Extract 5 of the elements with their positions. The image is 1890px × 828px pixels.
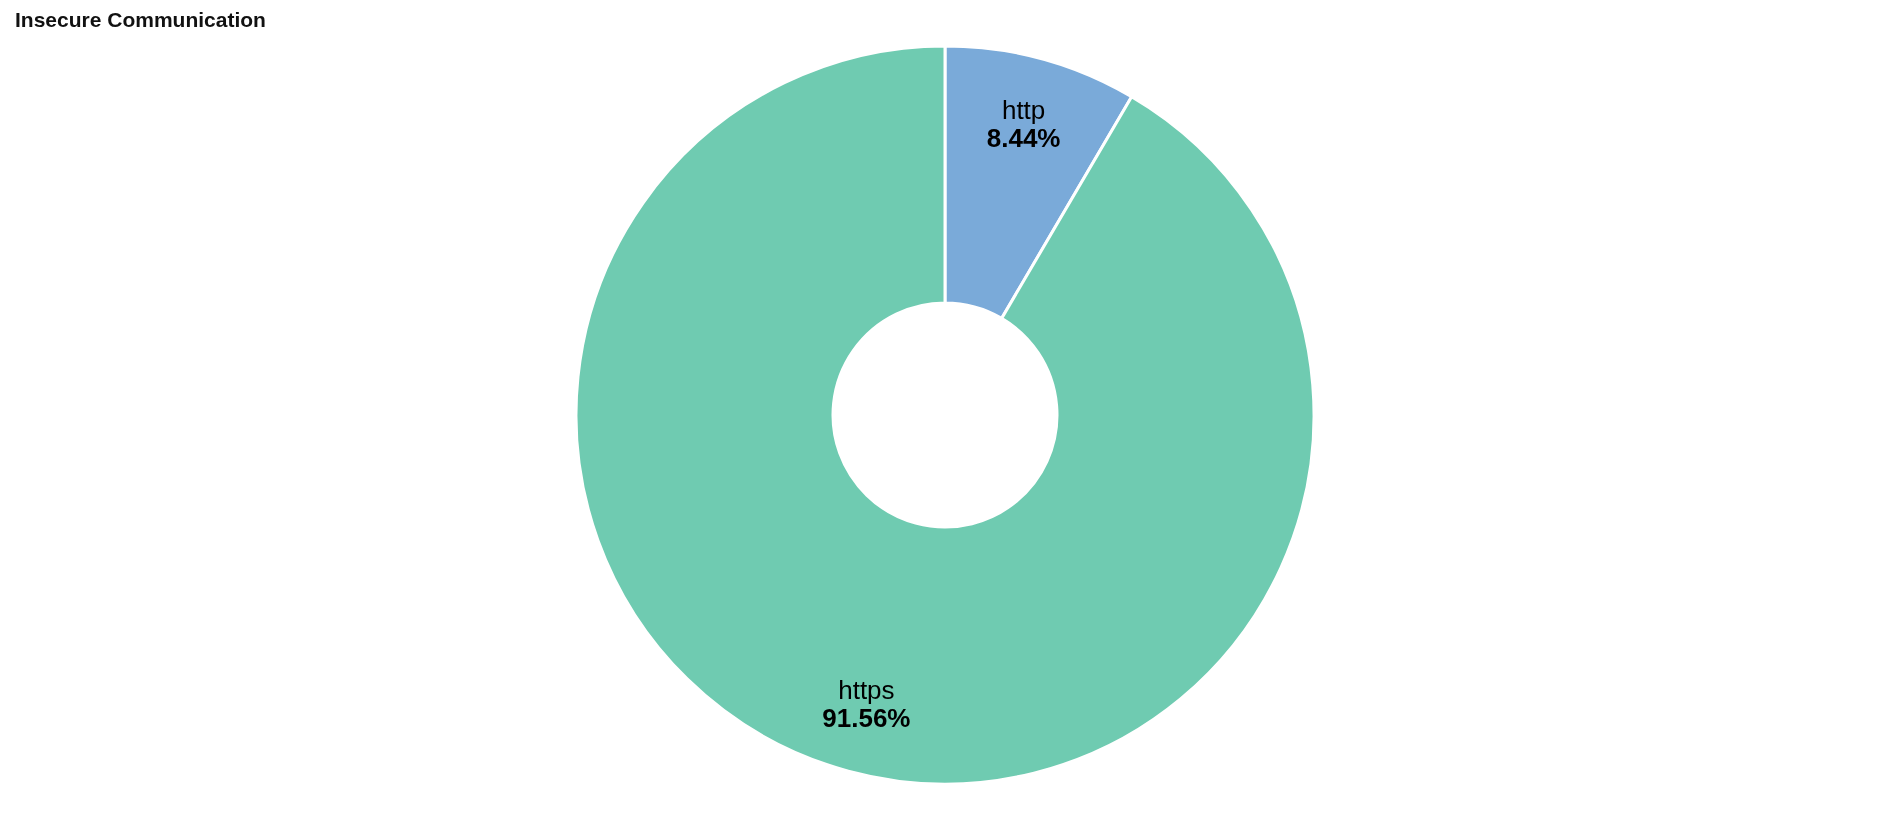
text: Insecure Communication [15,8,266,31]
data-label: 8.44% [986,123,1061,154]
donut-slice [574,44,1316,785]
slice-label: https [838,674,895,705]
slice-label: http [1001,95,1046,126]
